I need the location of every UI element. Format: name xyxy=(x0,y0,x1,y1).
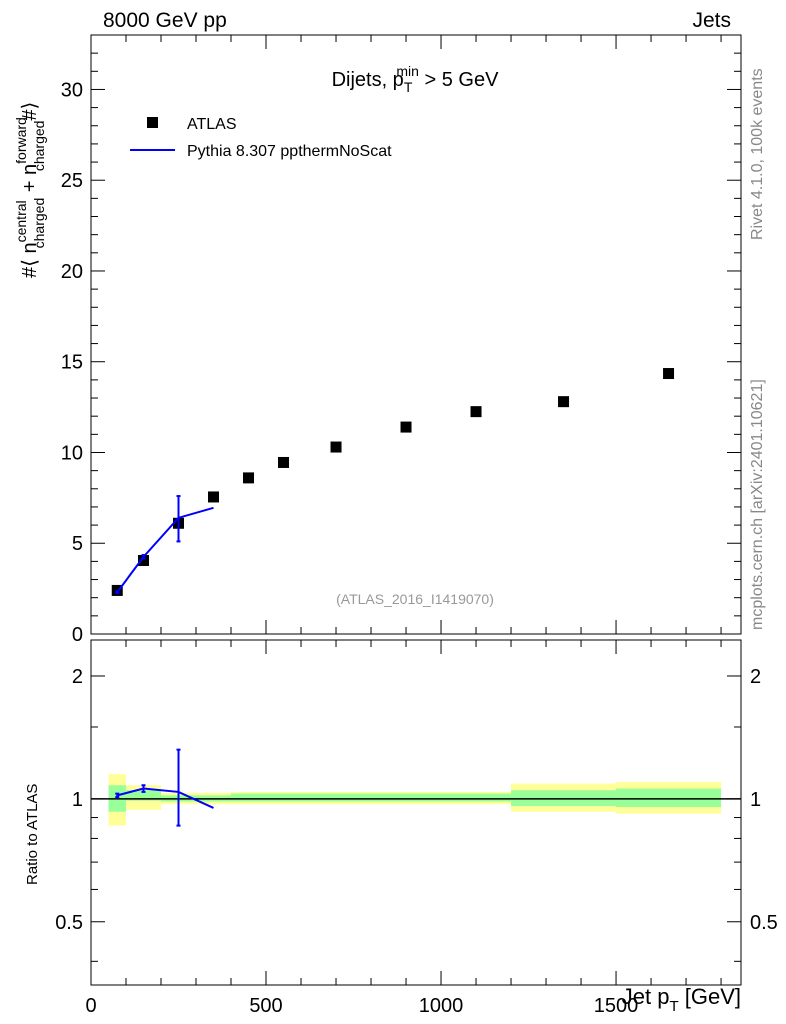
atlas-point xyxy=(243,472,255,484)
plot-title: Dijets, pTmin > 5 GeV xyxy=(332,63,500,95)
ratio-stat-band xyxy=(126,790,162,801)
atlas-point xyxy=(400,421,412,433)
ratio-y-tick-label: 0.5 xyxy=(55,912,83,934)
y-tick-label: 0 xyxy=(72,624,83,646)
mcplots-label: mcplots.cern.ch [arXiv:2401.10621] xyxy=(749,379,766,630)
atlas-point xyxy=(330,441,342,453)
x-axis-label: Jet pT [GeV] xyxy=(622,984,741,1015)
ratio-stat-band xyxy=(231,793,512,802)
atlas-point xyxy=(558,396,570,408)
analysis-watermark: (ATLAS_2016_I1419070) xyxy=(336,591,494,607)
header-energy: 8000 GeV pp xyxy=(103,9,227,32)
y-tick-label: 10 xyxy=(61,442,83,464)
x-tick-label: 1500 xyxy=(594,995,639,1017)
y-tick-label: 5 xyxy=(72,533,83,555)
y-tick-label: 30 xyxy=(61,79,83,101)
atlas-point xyxy=(663,368,675,380)
atlas-point xyxy=(278,456,290,468)
ratio-y-label: Ratio to ATLAS xyxy=(24,784,41,885)
y-tick-label: 25 xyxy=(61,170,83,192)
y-tick-label: 20 xyxy=(61,261,83,283)
atlas-point xyxy=(208,491,220,503)
ratio-pythia-line xyxy=(117,787,214,809)
ratio-y-tick-label: 2 xyxy=(72,666,83,688)
header-process: Jets xyxy=(692,9,731,32)
main-plot: 0 5 10 15 20 25 30 xyxy=(61,34,742,646)
legend-pythia-label: Pythia 8.307 ppthermNoScat xyxy=(187,143,392,160)
x-tick-label: 500 xyxy=(249,995,282,1017)
ratio-stat-band xyxy=(616,788,722,808)
atlas-point xyxy=(138,554,150,566)
x-tick-label: 0 xyxy=(85,995,96,1017)
ratio-y-tick-label-right: 2 xyxy=(750,666,761,688)
ratio-plot: 0.5 0.5 1 1 2 2 0 500 1000 1500 xyxy=(55,639,778,1017)
y-tick-label: 15 xyxy=(61,352,83,374)
y-axis-label: #⟨ ncentral charged + nforward charged#⟩ xyxy=(13,102,47,278)
x-tick-label: 1000 xyxy=(419,995,464,1017)
ratio-y-tick-label-right: 0.5 xyxy=(750,912,778,934)
legend-atlas-label: ATLAS xyxy=(187,116,237,133)
rivet-label: Rivet 4.1.0, 100k events xyxy=(749,68,766,240)
pythia-line xyxy=(116,506,214,593)
main-frame xyxy=(90,34,742,635)
atlas-point xyxy=(470,406,482,418)
ratio-frame xyxy=(90,639,742,986)
ratio-y-tick-label: 1 xyxy=(72,789,83,811)
ratio-y-tick-label-right: 1 xyxy=(750,789,761,811)
legend-atlas-marker xyxy=(147,117,158,128)
